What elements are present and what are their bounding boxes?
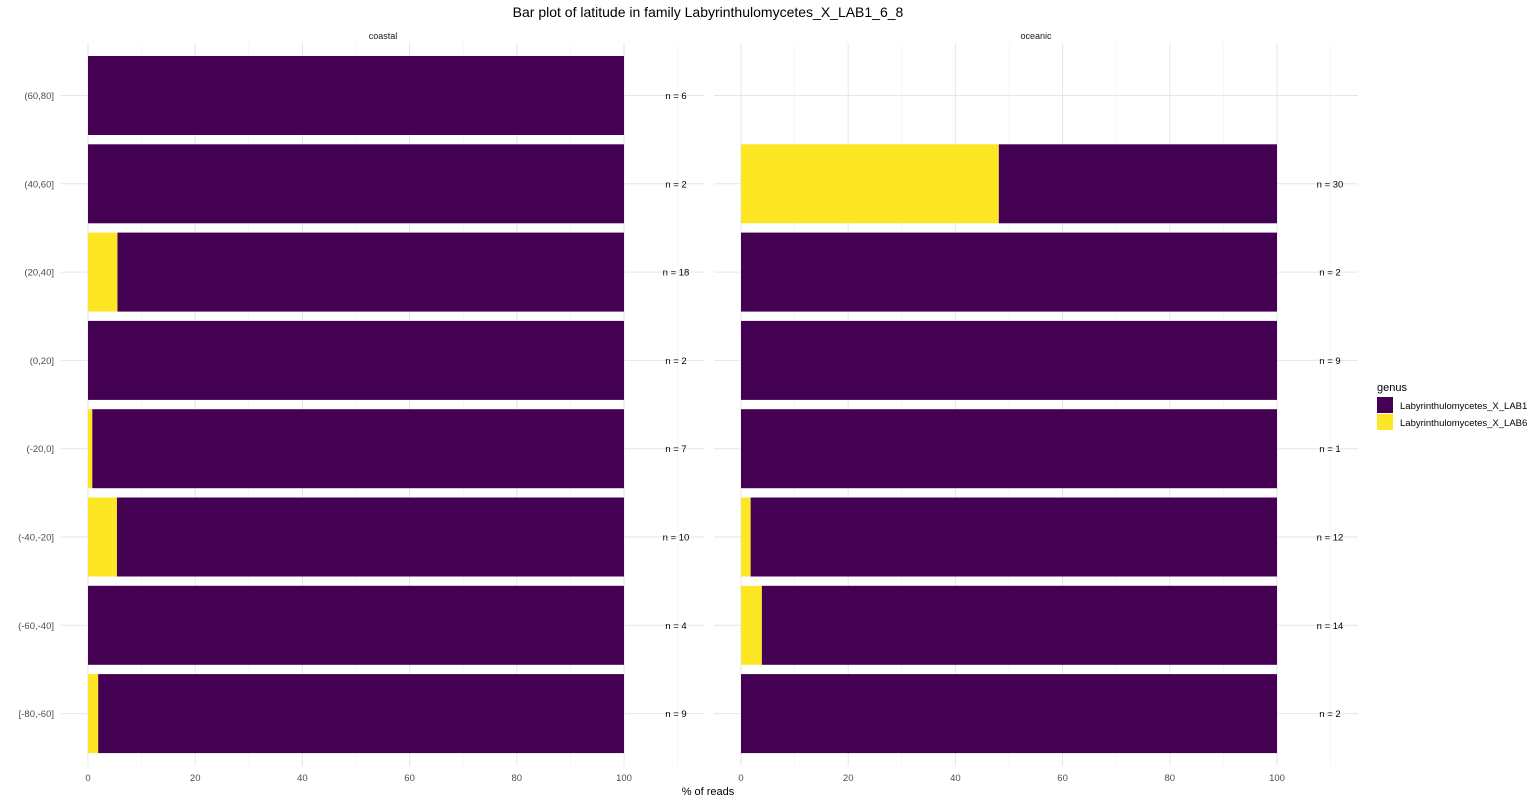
bar-segment-lab1	[750, 497, 1277, 577]
x-tick-label: 80	[512, 773, 523, 784]
legend-swatch-lab1	[1377, 397, 1393, 413]
legend-swatch-lab6	[1377, 414, 1393, 430]
n-label: n = 6	[665, 91, 686, 102]
bar-segment-lab1	[88, 585, 624, 665]
x-tick-label: 80	[1165, 773, 1176, 784]
bar-segment-lab6	[741, 585, 762, 665]
n-label: n = 9	[665, 709, 686, 720]
legend-title: genus	[1377, 382, 1407, 394]
legend-label-lab1: Labyrinthulomycetes_X_LAB1	[1400, 401, 1527, 412]
y-tick-label: (-20,0]	[27, 444, 54, 455]
x-tick-label: 40	[297, 773, 308, 784]
n-label: n = 2	[665, 179, 686, 190]
y-tick-label: [-80,-60]	[19, 709, 54, 720]
n-label: n = 1	[1319, 444, 1340, 455]
n-label: n = 7	[665, 444, 686, 455]
bar-segment-lab6	[741, 144, 999, 224]
bar-segment-lab1	[741, 232, 1277, 312]
n-label: n = 2	[1319, 709, 1340, 720]
facet-label-coastal: coastal	[369, 31, 398, 41]
y-tick-label: (20,40]	[24, 268, 54, 279]
chart-title: Bar plot of latitude in family Labyrinth…	[513, 4, 904, 20]
x-tick-label: 60	[1057, 773, 1068, 784]
bar-segment-lab1	[116, 497, 624, 577]
y-tick-label: (-60,-40]	[18, 621, 54, 632]
plot-layer: n = 6n = 2n = 18n = 2n = 7n = 10n = 4n =…	[18, 43, 1358, 784]
n-label: n = 12	[1317, 533, 1344, 544]
x-tick-label: 0	[85, 773, 90, 784]
n-label: n = 2	[665, 356, 686, 367]
x-tick-label: 100	[616, 773, 632, 784]
x-tick-label: 60	[404, 773, 415, 784]
bar-segment-lab1	[92, 409, 624, 489]
n-label: n = 2	[1319, 268, 1340, 279]
n-label: n = 10	[663, 533, 690, 544]
x-tick-label: 40	[950, 773, 961, 784]
y-tick-label: (40,60]	[24, 179, 54, 190]
bar-segment-lab1	[741, 409, 1277, 489]
n-label: n = 18	[663, 268, 690, 279]
facet-label-oceanic: oceanic	[1020, 31, 1052, 41]
n-label: n = 4	[665, 621, 686, 632]
bar-segment-lab1	[88, 56, 624, 135]
y-tick-label: (60,80]	[24, 91, 54, 102]
legend-label-lab6: Labyrinthulomycetes_X_LAB6	[1400, 418, 1527, 429]
bar-segment-lab6	[741, 497, 751, 577]
bar-segment-lab6	[88, 409, 93, 489]
x-tick-label: 20	[843, 773, 854, 784]
bar-segment-lab1	[741, 674, 1277, 754]
bar-segment-lab1	[88, 144, 624, 224]
n-label: n = 14	[1317, 621, 1344, 632]
x-tick-label: 0	[738, 773, 743, 784]
n-label: n = 30	[1317, 179, 1344, 190]
bar-segment-lab1	[741, 320, 1277, 400]
bar-segment-lab6	[88, 497, 117, 577]
x-tick-label: 20	[190, 773, 201, 784]
legend: genus Labyrinthulomycetes_X_LAB1 Labyrin…	[1377, 382, 1527, 430]
bar-segment-lab1	[998, 144, 1277, 224]
bar-segment-lab1	[88, 320, 624, 400]
y-tick-label: (-40,-20]	[18, 533, 54, 544]
bar-segment-lab1	[98, 674, 624, 754]
n-label: n = 9	[1319, 356, 1340, 367]
bar-segment-lab6	[88, 232, 118, 312]
x-tick-label: 100	[1269, 773, 1285, 784]
bar-segment-lab1	[761, 585, 1277, 665]
y-tick-label: (0,20]	[30, 356, 54, 367]
x-axis-label: % of reads	[682, 786, 735, 798]
bar-segment-lab6	[88, 674, 99, 754]
bar-segment-lab1	[117, 232, 624, 312]
